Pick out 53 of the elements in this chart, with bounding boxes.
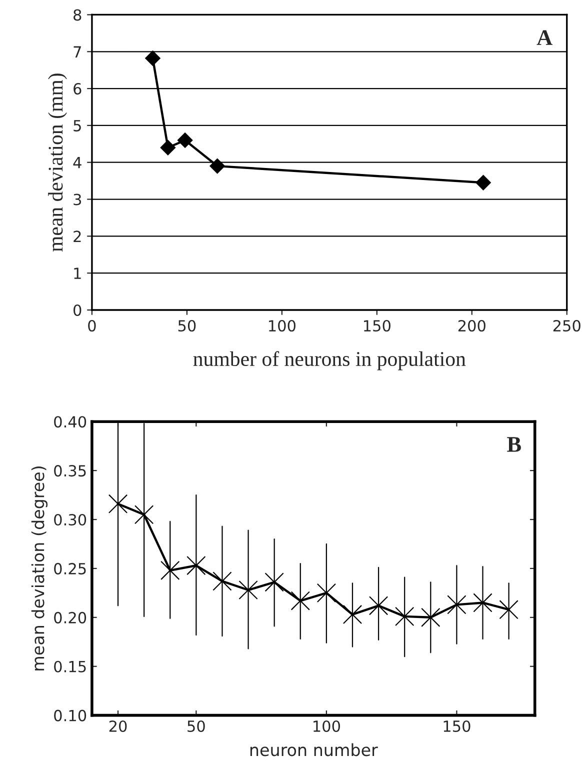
point xyxy=(212,572,232,591)
x-tick-label: 150 xyxy=(444,720,470,732)
x-axis-title: number of neurons in population xyxy=(193,351,466,370)
point xyxy=(177,132,193,148)
y-tick-label: 0.15 xyxy=(54,660,86,672)
y-tick-label: 4 xyxy=(73,157,82,168)
point xyxy=(186,556,206,576)
point xyxy=(316,583,336,603)
point xyxy=(210,158,225,174)
y-tick-label: 3 xyxy=(74,194,82,206)
y-tick-label: 0 xyxy=(74,304,82,316)
y-axis-title: mean deviation (mm) xyxy=(48,74,67,252)
point xyxy=(290,591,310,610)
x-tick-label: 200 xyxy=(458,320,486,332)
x-tick-label: 20 xyxy=(109,720,127,732)
point xyxy=(342,604,362,624)
x-tick-label: 100 xyxy=(269,320,296,332)
x-tick-label: 250 xyxy=(553,320,580,332)
point xyxy=(395,606,414,626)
y-tick-label: 6 xyxy=(74,83,82,95)
x-tick-label: 0 xyxy=(88,320,96,332)
point xyxy=(145,50,160,66)
y-tick-label: 7 xyxy=(74,46,81,58)
annotation: A xyxy=(536,30,552,45)
y-tick-label: 0.40 xyxy=(54,416,86,428)
y-tick-label: 0.10 xyxy=(54,710,86,722)
point xyxy=(421,608,440,627)
y-tick-label: 0.20 xyxy=(54,612,86,624)
point xyxy=(160,140,176,156)
x-tick-label: 100 xyxy=(314,720,340,732)
point xyxy=(238,580,258,600)
y-tick-label: 0.35 xyxy=(54,465,86,477)
point xyxy=(476,175,491,190)
point xyxy=(160,560,180,580)
point xyxy=(134,505,154,524)
y-tick-label: 0.25 xyxy=(54,562,86,574)
y-tick-label: 8 xyxy=(74,9,82,21)
annotation: B xyxy=(507,437,521,452)
y-tick-label: 0.30 xyxy=(54,514,86,526)
x-tick-label: 50 xyxy=(188,720,205,732)
y-axis-title: mean deviation (degree) xyxy=(31,466,48,670)
x-tick-label: 150 xyxy=(364,320,390,332)
x-axis-title: neuron number xyxy=(250,743,378,756)
x-tick-label: 50 xyxy=(178,320,196,332)
point xyxy=(264,572,284,592)
y-tick-label: 1 xyxy=(74,268,81,279)
point xyxy=(108,494,128,514)
point xyxy=(473,593,492,612)
point xyxy=(499,600,518,620)
point xyxy=(368,596,388,616)
point xyxy=(447,595,466,614)
y-tick-label: 5 xyxy=(74,120,81,132)
y-tick-label: 2 xyxy=(74,230,81,242)
